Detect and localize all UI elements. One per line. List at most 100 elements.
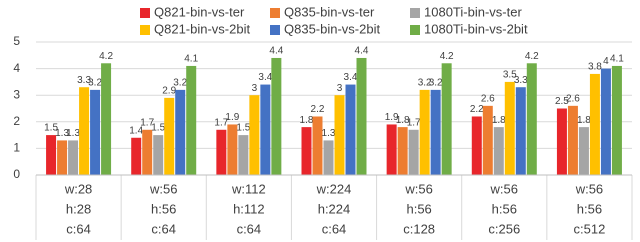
x-tick-label: h:28 [66, 201, 91, 216]
value-label: 1.8 [577, 115, 591, 126]
legend-swatch [140, 25, 150, 35]
legend-swatch [270, 25, 280, 35]
legend-label: Q821-bin-vs-ter [154, 4, 245, 19]
value-label: 3.2 [429, 78, 443, 89]
x-tick-label: w:56 [149, 181, 177, 196]
value-label: 1.3 [322, 128, 336, 139]
bar [46, 135, 57, 175]
bar [260, 84, 271, 175]
bar [430, 89, 441, 175]
x-tick-label: w:112 [231, 181, 266, 196]
y-tick-label: 1 [13, 141, 20, 155]
value-label: 1.8 [300, 115, 314, 126]
value-label: 3.2 [173, 78, 187, 89]
bar [504, 81, 515, 175]
value-label: 4.2 [525, 51, 539, 62]
value-label: 2.9 [162, 86, 176, 97]
value-label: 4.1 [184, 54, 198, 65]
bar [386, 124, 397, 175]
x-tick-label: c:64 [151, 221, 176, 236]
x-tick-label: c:64 [66, 221, 91, 236]
x-tick-label: w:224 [316, 181, 352, 196]
legend-swatch [270, 8, 280, 18]
bar [79, 87, 90, 175]
value-label: 3 [337, 83, 343, 94]
legend-label: Q821-bin-vs-2bit [154, 21, 250, 36]
value-label: 3.5 [503, 70, 517, 81]
value-label: 1.9 [225, 112, 239, 123]
value-label: 1.3 [55, 128, 69, 139]
x-tick-label: h:56 [406, 201, 431, 216]
x-tick-label: c:64 [237, 221, 262, 236]
bar [312, 116, 323, 175]
value-label: 3 [252, 83, 258, 94]
bar [90, 89, 101, 175]
x-tick-label: w:28 [64, 181, 92, 196]
value-label: 3.3 [77, 75, 91, 86]
x-tick-label: w:56 [404, 181, 432, 196]
legend-label: Q835-bin-vs-ter [284, 4, 375, 19]
bar [131, 137, 142, 175]
legend-label: 1080Ti-bin-vs-2bit [424, 21, 528, 36]
bar [441, 63, 452, 175]
value-label: 2.2 [311, 104, 325, 115]
value-label: 1.8 [492, 115, 506, 126]
legend-swatch [140, 8, 150, 18]
value-label: 1.7 [407, 117, 421, 128]
bar [238, 135, 249, 175]
legend-label: Q835-bin-vs-2bit [284, 21, 380, 36]
bar [68, 140, 79, 175]
value-label: 3.8 [588, 62, 602, 73]
bar [611, 65, 622, 175]
legend-swatch [410, 8, 420, 18]
x-tick-label: w:56 [575, 181, 603, 196]
value-label: 1.8 [396, 115, 410, 126]
value-label: 1.5 [236, 123, 250, 134]
value-label: 4.4 [355, 46, 369, 57]
bar [419, 89, 430, 175]
value-label: 4.2 [99, 51, 113, 62]
value-label: 3.4 [258, 72, 272, 83]
value-label: 1.3 [66, 128, 80, 139]
bar [567, 105, 578, 175]
value-label: 1.9 [385, 112, 399, 123]
bar [164, 97, 175, 175]
bar [515, 87, 526, 175]
bar [482, 105, 493, 175]
x-tick-label: h:56 [577, 201, 602, 216]
bar [397, 127, 408, 175]
value-label: 4.2 [440, 51, 454, 62]
bar [57, 140, 68, 175]
bar [301, 127, 312, 175]
bar [600, 68, 611, 175]
bar [471, 116, 482, 175]
y-tick-label: 0 [13, 167, 20, 181]
bar [227, 124, 238, 175]
value-label: 3.3 [514, 75, 528, 86]
value-label: 3.2 [88, 78, 102, 89]
value-label: 1.7 [140, 117, 154, 128]
value-label: 1.7 [214, 117, 228, 128]
bar [578, 127, 589, 175]
x-tick-label: h:224 [318, 201, 351, 216]
y-tick-label: 2 [13, 114, 20, 128]
value-label: 2.2 [470, 104, 484, 115]
value-label: 4.4 [269, 46, 283, 57]
x-tick-label: w:56 [490, 181, 518, 196]
legend-label: 1080Ti-bin-vs-ter [424, 4, 522, 19]
bar [271, 57, 282, 175]
bar [526, 63, 537, 175]
value-label: 4.1 [610, 54, 624, 65]
x-tick-label: c:64 [322, 221, 347, 236]
bar [345, 84, 356, 175]
y-tick-label: 3 [13, 87, 20, 101]
x-tick-label: c:256 [488, 221, 520, 236]
bar [493, 127, 504, 175]
y-tick-label: 4 [13, 61, 20, 75]
bar [101, 63, 112, 175]
value-label: 3.4 [344, 72, 358, 83]
bar [589, 73, 600, 175]
value-label: 1.5 [151, 123, 165, 134]
bar [175, 89, 186, 175]
